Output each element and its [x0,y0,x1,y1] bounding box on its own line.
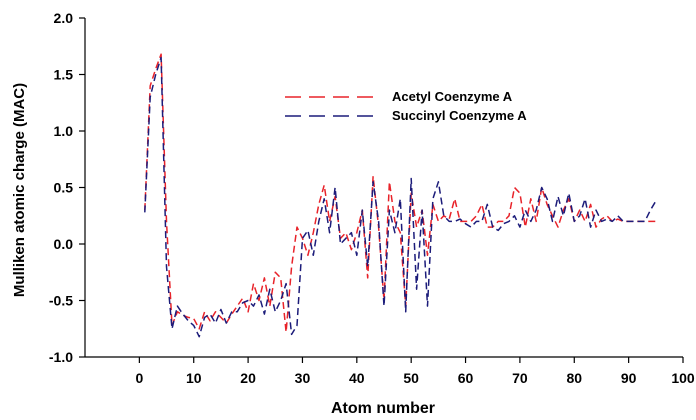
y-tick-label: 0.0 [54,236,74,252]
y-tick-label: 2.0 [54,10,74,26]
y-tick-label: 0.5 [54,180,74,196]
x-tick-label: 90 [621,370,637,386]
x-tick-label: 30 [295,370,311,386]
y-tick-label: -0.5 [49,293,73,309]
x-tick-label: 60 [458,370,474,386]
y-ticks: -1.0 -0.5 0.0 0.5 1.0 1.5 2.0 [49,10,85,365]
legend-label-succinyl: Succinyl Coenzyme A [392,108,527,123]
series-layer [144,53,657,338]
x-tick-label: 20 [240,370,256,386]
x-tick-label: 80 [566,370,582,386]
x-tick-label: 70 [512,370,528,386]
y-tick-label: 1.0 [54,123,74,139]
legend: Acetyl Coenzyme A Succinyl Coenzyme A [285,89,527,123]
x-tick-label: 40 [349,370,365,386]
y-tick-label: -1.0 [49,349,73,365]
y-axis-title: Mulliken atomic charge (MAC) [11,83,28,297]
series-line-succinyl-coenzyme-a [144,56,657,338]
x-tick-label: 0 [135,370,143,386]
y-tick-label: 1.5 [54,67,74,83]
x-ticks: 0 10 20 30 40 50 60 70 80 90 100 [135,357,695,386]
x-axis-title: Atom number [331,400,435,417]
legend-label-acetyl: Acetyl Coenzyme A [392,89,513,104]
x-tick-label: 50 [403,370,419,386]
x-tick-label: 100 [671,370,695,386]
x-tick-label: 10 [186,370,202,386]
plot-area: -1.0 -0.5 0.0 0.5 1.0 1.5 2.0 0 10 20 30 40 50 60 70 8… [49,10,695,386]
